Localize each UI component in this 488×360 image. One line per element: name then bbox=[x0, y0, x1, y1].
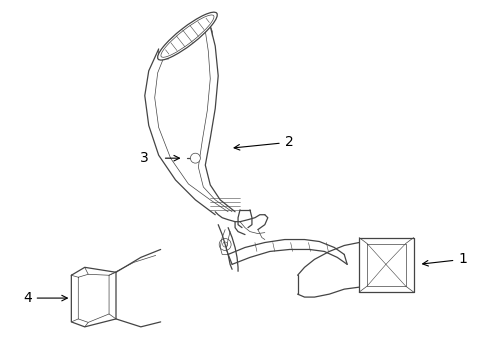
Text: 3: 3 bbox=[140, 151, 148, 165]
Text: 4: 4 bbox=[23, 291, 67, 305]
Ellipse shape bbox=[157, 12, 217, 60]
Text: 1: 1 bbox=[422, 252, 466, 266]
Text: 2: 2 bbox=[234, 135, 293, 150]
Circle shape bbox=[190, 153, 200, 163]
